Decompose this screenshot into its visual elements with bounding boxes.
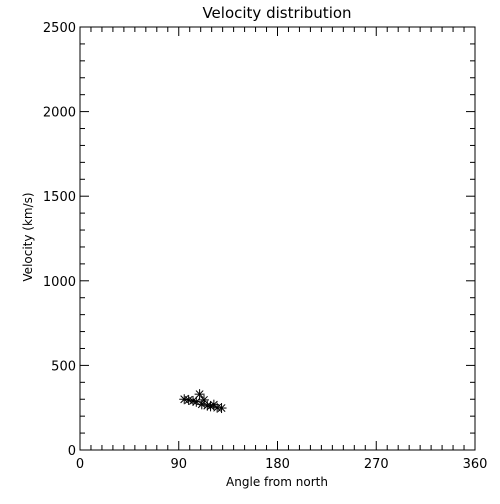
x-tick-label: 180 [265,457,290,472]
data-point [216,403,227,414]
x-tick-label: 360 [463,457,488,472]
plot-frame [79,26,476,451]
x-tick-label: 270 [364,457,389,472]
y-tick-label: 1500 [43,190,76,205]
y-tick-label: 2000 [43,106,76,121]
x-tick-label: 0 [76,457,84,472]
axes-layer: 0 90 180 270 360 0 500 1000 1500 2000 2500 [43,21,488,472]
data-point [198,394,209,405]
x-tick-label: 90 [170,457,187,472]
data-points [179,389,227,414]
chart-title: Velocity distribution [202,4,351,22]
x-axis-label: Angle from north [226,475,328,489]
y-tick-label: 0 [68,444,76,459]
y-tick-label: 500 [51,359,76,374]
y-tick-label: 2500 [43,21,76,36]
y-axis-label: Velocity (km/s) [21,192,35,281]
data-point [194,389,205,400]
y-tick-label: 1000 [43,275,76,290]
